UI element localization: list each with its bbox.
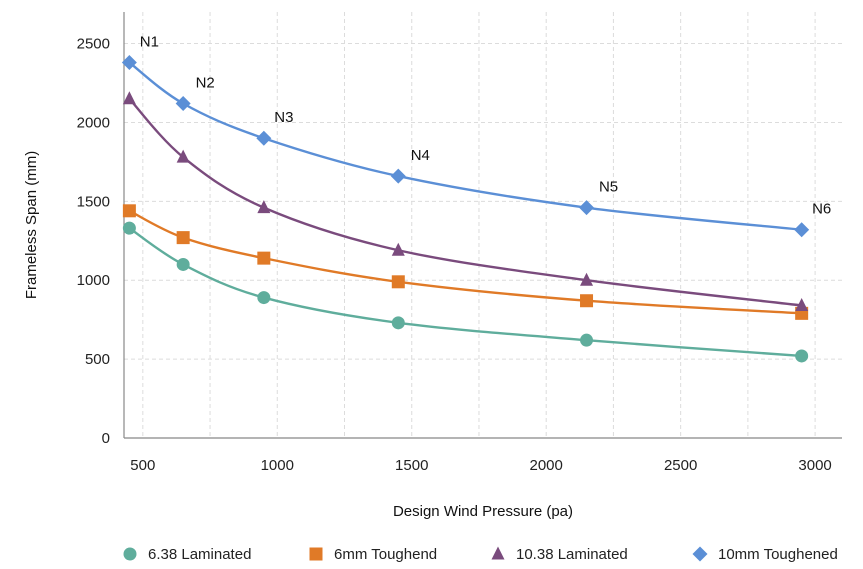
y-tick-label: 1500 <box>77 193 110 210</box>
data-point-circle <box>795 349 809 363</box>
point-label: N6 <box>812 201 831 218</box>
y-tick-label: 2000 <box>77 114 110 131</box>
legend-label: 10.38 Laminated <box>516 546 628 563</box>
point-label: N1 <box>140 33 159 50</box>
legend-label: 6.38 Laminated <box>148 546 251 563</box>
data-point-diamond <box>175 96 191 112</box>
y-tick-label: 2500 <box>77 36 110 53</box>
data-point-diamond <box>579 200 595 216</box>
data-point-triangle <box>391 242 405 256</box>
x-tick-label: 1000 <box>261 457 294 474</box>
legend-marker-diamond <box>692 546 708 562</box>
data-point-diamond <box>256 130 272 146</box>
data-point-triangle <box>122 91 136 105</box>
y-axis-title: Frameless Span (mm) <box>23 151 40 299</box>
x-axis-title: Design Wind Pressure (pa) <box>393 503 573 520</box>
data-point-square <box>176 231 190 245</box>
data-point-diamond <box>390 168 406 184</box>
axes <box>123 12 842 439</box>
tick-labels: 0 500 1000 1500 2000 2500 500 1000 1500 2000 2500 3… <box>77 36 832 474</box>
data-point-triangle <box>580 272 594 286</box>
legend-label: 10mm Toughened <box>718 546 838 563</box>
series-markers <box>121 54 810 363</box>
series-line-2 <box>128 97 802 307</box>
legend-marker-square <box>309 547 323 561</box>
series-line-0 <box>128 227 802 358</box>
series-lines <box>128 61 802 358</box>
data-point-triangle <box>176 149 190 163</box>
point-label: N2 <box>196 75 215 92</box>
data-point-triangle <box>257 200 271 214</box>
y-tick-label: 500 <box>85 351 110 368</box>
data-point-circle <box>176 257 190 271</box>
y-tick-label: 0 <box>102 430 110 447</box>
data-point-square <box>391 275 405 289</box>
legend-marker-triangle <box>491 546 505 560</box>
point-label: N4 <box>411 147 430 164</box>
data-point-square <box>257 251 271 265</box>
series-line-3 <box>128 61 802 231</box>
data-point-circle <box>580 333 594 347</box>
legend-label: 6mm Toughend <box>334 546 437 563</box>
data-point-square <box>122 204 136 218</box>
x-tick-label: 1500 <box>395 457 428 474</box>
point-labels: N1 N2 N3 N4 N5 N6 <box>140 33 831 217</box>
point-label: N5 <box>599 179 618 196</box>
data-point-diamond <box>121 54 137 70</box>
data-point-triangle <box>795 297 809 311</box>
data-point-circle <box>122 221 136 235</box>
data-point-square <box>580 294 594 308</box>
data-point-diamond <box>794 222 810 238</box>
x-tick-label: 500 <box>130 457 155 474</box>
x-tick-label: 2000 <box>530 457 563 474</box>
point-label: N3 <box>274 109 293 126</box>
x-tick-label: 3000 <box>798 457 831 474</box>
x-tick-label: 2500 <box>664 457 697 474</box>
legend: 6.38 Laminated 6mm Toughend 10.38 Laminate… <box>123 546 838 563</box>
data-point-circle <box>391 316 405 330</box>
data-point-circle <box>257 291 271 305</box>
legend-marker-circle <box>123 547 137 561</box>
grid <box>124 12 842 438</box>
y-tick-label: 1000 <box>77 272 110 289</box>
